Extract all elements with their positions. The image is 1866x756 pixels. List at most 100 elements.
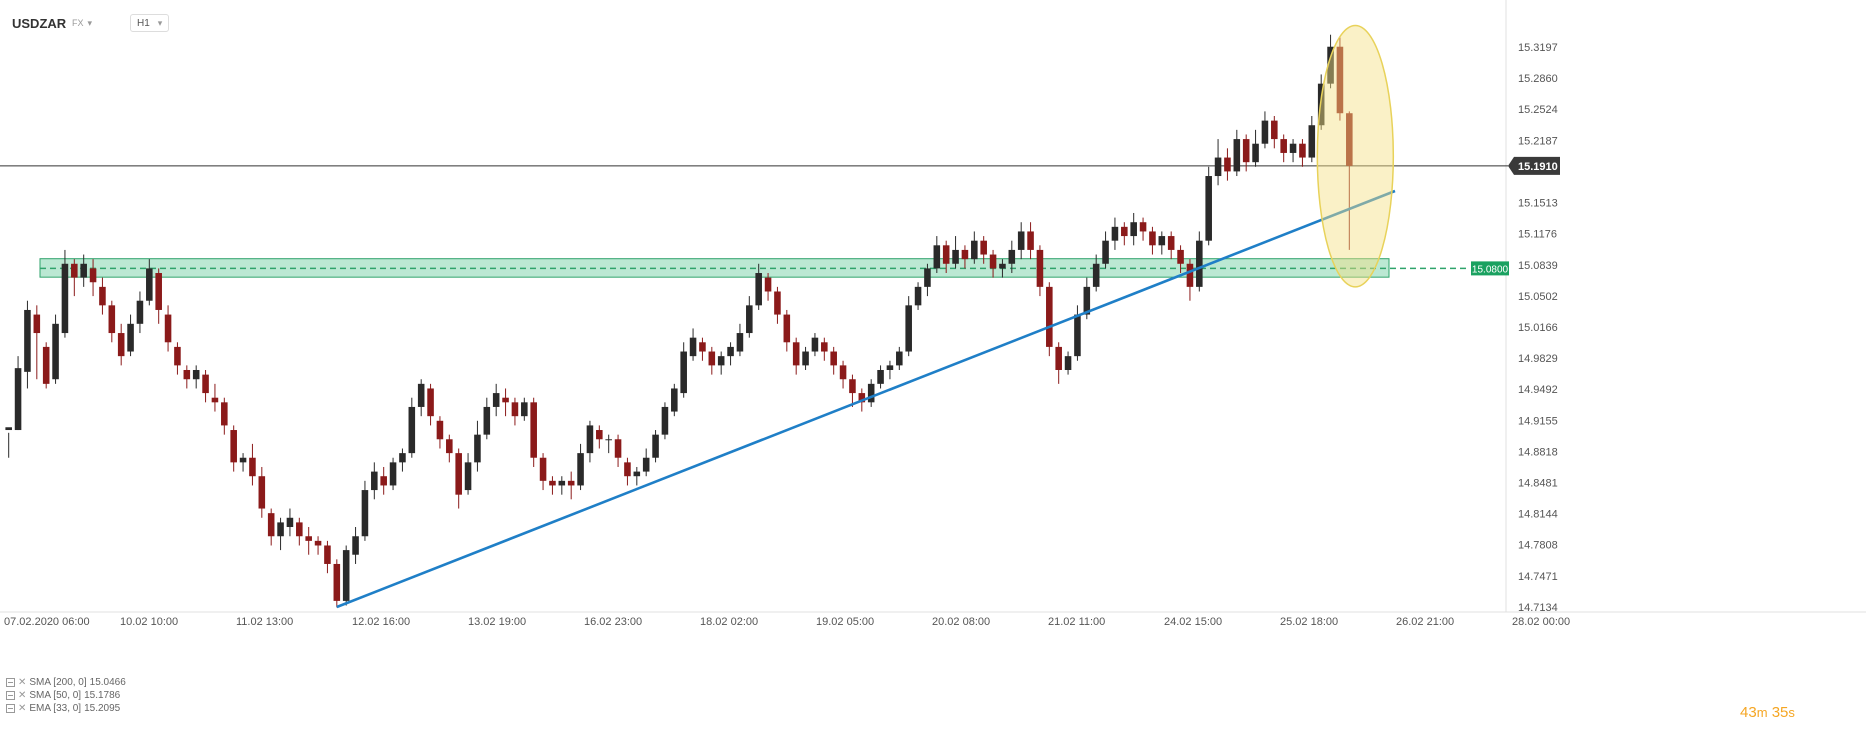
candle-body bbox=[839, 365, 847, 380]
candle-body bbox=[399, 453, 406, 463]
candle-body bbox=[1074, 314, 1081, 357]
candle-body bbox=[1205, 176, 1212, 241]
candle-body bbox=[914, 286, 922, 306]
y-tick-label: 14.7808 bbox=[1518, 540, 1558, 552]
candle-body bbox=[1261, 120, 1269, 144]
candle-body bbox=[521, 402, 528, 417]
candle-body bbox=[155, 273, 162, 310]
candle-body bbox=[961, 249, 969, 260]
market-selector[interactable]: FX ▾ bbox=[72, 12, 92, 34]
candle-body bbox=[1167, 236, 1175, 250]
y-tick-label: 15.0166 bbox=[1518, 322, 1558, 334]
candle-body bbox=[1346, 113, 1353, 166]
candle-body bbox=[427, 388, 434, 417]
candle-body bbox=[661, 406, 669, 435]
candle-body bbox=[830, 351, 837, 366]
y-tick-label: 15.2524 bbox=[1518, 104, 1558, 116]
y-tick-label: 14.7471 bbox=[1518, 571, 1558, 583]
candle-body bbox=[380, 476, 387, 486]
x-tick-label: 19.02 05:00 bbox=[816, 616, 874, 628]
legend-label: SMA [200, 0] bbox=[29, 677, 87, 688]
candle-body bbox=[33, 314, 41, 334]
candle-body bbox=[1299, 143, 1306, 158]
candle-body bbox=[764, 277, 772, 292]
candle-body bbox=[952, 249, 959, 264]
legend-value: 15.0466 bbox=[89, 677, 126, 688]
y-tick-label: 14.9155 bbox=[1518, 415, 1558, 427]
candle-body bbox=[1036, 249, 1044, 287]
candle-body bbox=[689, 337, 697, 357]
candle-body bbox=[1017, 231, 1025, 250]
candle-body bbox=[296, 522, 303, 537]
candle-body bbox=[1111, 226, 1119, 241]
candle-body bbox=[558, 480, 566, 486]
candle-body bbox=[671, 388, 678, 412]
remove-indicator-icon[interactable]: ✕ bbox=[18, 677, 27, 688]
x-tick-label: 24.02 15:00 bbox=[1164, 616, 1222, 628]
candle-body bbox=[783, 314, 791, 343]
candle-body bbox=[474, 434, 481, 463]
candle-body bbox=[1130, 222, 1137, 237]
y-tick-label: 14.7134 bbox=[1518, 602, 1558, 614]
candle-body bbox=[614, 439, 622, 458]
market-label: FX bbox=[72, 18, 84, 28]
candle-body bbox=[886, 365, 894, 370]
current-price-label: 15.1910 bbox=[1518, 161, 1558, 173]
candle-body bbox=[867, 383, 875, 403]
candle-body bbox=[267, 513, 275, 537]
candle-body bbox=[924, 268, 931, 287]
x-tick-label: 28.02 00:00 bbox=[1512, 616, 1570, 628]
candle-body bbox=[699, 342, 706, 352]
candle-body bbox=[99, 286, 106, 306]
candle-body bbox=[455, 453, 462, 495]
candle-body bbox=[567, 480, 575, 486]
legend-row-ema33[interactable]: ✕ EMA [33, 0] 15.2095 bbox=[6, 702, 126, 715]
candle-body bbox=[324, 545, 331, 564]
candle-body bbox=[230, 430, 237, 463]
candle-body bbox=[1121, 226, 1128, 237]
legend-row-sma50[interactable]: ✕ SMA [50, 0] 15.1786 bbox=[6, 689, 126, 702]
candle-body bbox=[1271, 120, 1278, 140]
candle-body bbox=[89, 268, 97, 283]
candle-body bbox=[202, 374, 209, 394]
candle-body bbox=[249, 457, 256, 477]
candle-body bbox=[1064, 356, 1072, 370]
x-tick-label: 10.02 10:00 bbox=[120, 616, 178, 628]
candle-body bbox=[361, 490, 369, 537]
candle-body bbox=[577, 453, 584, 486]
indicator-settings-icon[interactable] bbox=[6, 704, 15, 713]
candle-countdown: 43m 35s bbox=[1740, 704, 1795, 721]
candle-body bbox=[464, 462, 472, 491]
candle-body bbox=[802, 351, 809, 366]
candle-body bbox=[971, 240, 978, 260]
highlight-ellipse bbox=[1316, 24, 1395, 288]
candle-body bbox=[314, 540, 322, 546]
timer-seconds: 35 bbox=[1771, 704, 1789, 721]
candle-body bbox=[127, 323, 134, 352]
candle-body bbox=[417, 383, 425, 407]
timeframe-selector[interactable]: H1 ▾ bbox=[130, 14, 170, 32]
candle-body bbox=[1055, 346, 1062, 370]
candle-body bbox=[980, 240, 987, 255]
indicator-legend: ✕ SMA [200, 0] 15.0466 ✕ SMA [50, 0] 15.… bbox=[6, 676, 126, 715]
candle-body bbox=[708, 351, 716, 366]
y-tick-label: 15.1513 bbox=[1518, 198, 1558, 210]
candle-body bbox=[877, 369, 884, 384]
remove-indicator-icon[interactable]: ✕ bbox=[18, 690, 27, 701]
candle-body bbox=[1233, 139, 1241, 172]
indicator-settings-icon[interactable] bbox=[6, 678, 15, 687]
candle-body bbox=[146, 268, 153, 301]
indicator-settings-icon[interactable] bbox=[6, 691, 15, 700]
candle-body bbox=[211, 397, 219, 403]
remove-indicator-icon[interactable]: ✕ bbox=[18, 703, 27, 714]
legend-label: EMA [33, 0] bbox=[29, 703, 82, 714]
support-level-label: 15.0800 bbox=[1472, 264, 1509, 275]
candle-body bbox=[1008, 249, 1016, 264]
support-level-tag bbox=[1471, 261, 1509, 276]
candle-body bbox=[746, 305, 753, 334]
candle-body bbox=[821, 342, 828, 352]
legend-row-sma200[interactable]: ✕ SMA [200, 0] 15.0466 bbox=[6, 676, 126, 689]
candle-body bbox=[999, 263, 1006, 269]
candle-body bbox=[736, 333, 744, 352]
